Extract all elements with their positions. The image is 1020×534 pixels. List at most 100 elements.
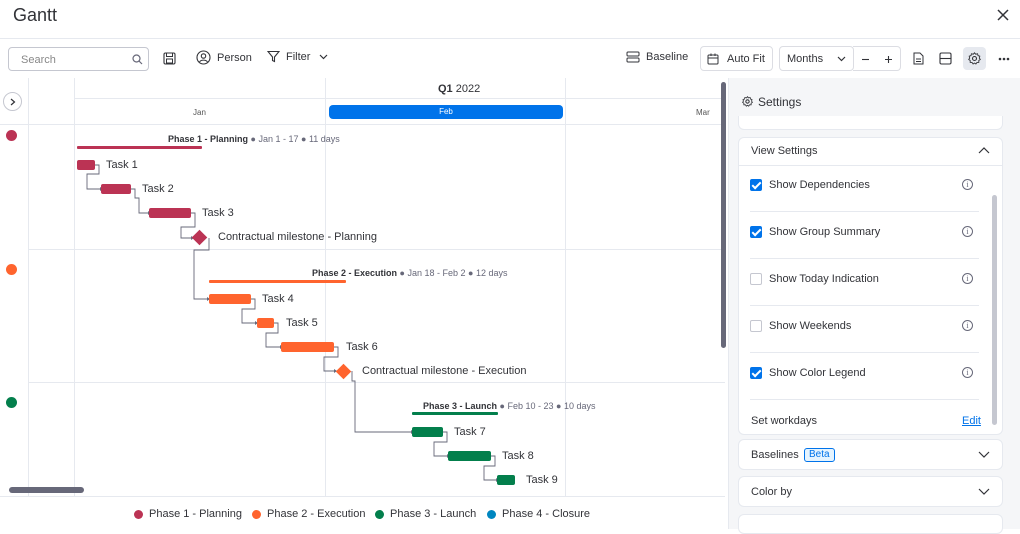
filter-icon bbox=[267, 50, 280, 63]
milestone-label: Contractual milestone - Execution bbox=[362, 365, 527, 377]
horizontal-scrollbar[interactable] bbox=[9, 487, 84, 493]
info-icon[interactable]: i bbox=[962, 226, 973, 237]
page-title: Gantt bbox=[13, 5, 58, 25]
close-icon[interactable] bbox=[996, 8, 1010, 22]
checkbox[interactable] bbox=[750, 226, 762, 238]
search-input[interactable] bbox=[19, 52, 129, 68]
quarter-label: Q1 bbox=[438, 83, 453, 95]
option-divider bbox=[750, 258, 979, 259]
settings-title: Settings bbox=[758, 95, 802, 109]
info-icon[interactable]: i bbox=[962, 367, 973, 378]
edit-workdays-link[interactable]: Edit bbox=[962, 415, 981, 427]
option-label: Show Weekends bbox=[769, 320, 852, 332]
group-summary-bar[interactable] bbox=[77, 146, 202, 149]
task-bar[interactable] bbox=[281, 342, 334, 352]
info-icon[interactable]: i bbox=[962, 179, 973, 190]
legend-label: Phase 1 - Planning bbox=[149, 508, 242, 520]
group-dates: Jan 18 - Feb 2 bbox=[407, 268, 466, 278]
option-show-group-summary[interactable]: Show Group Summary bbox=[750, 226, 880, 238]
option-show-today-indication[interactable]: Show Today Indication bbox=[750, 273, 879, 285]
option-label: Show Dependencies bbox=[769, 179, 870, 191]
settings-button[interactable] bbox=[963, 47, 986, 70]
filter-button[interactable]: Filter bbox=[267, 50, 328, 63]
legend-label: Phase 4 - Closure bbox=[502, 508, 591, 520]
checkbox[interactable] bbox=[750, 320, 762, 332]
group-color-dot[interactable] bbox=[6, 397, 17, 408]
month-gridline bbox=[74, 78, 75, 496]
group-color-dot[interactable] bbox=[6, 130, 17, 141]
collapsed-section-card bbox=[738, 116, 1003, 130]
task-bar[interactable] bbox=[497, 475, 515, 485]
more-icon[interactable] bbox=[998, 57, 1010, 61]
chevron-down-icon[interactable] bbox=[978, 451, 990, 458]
task-bar[interactable] bbox=[448, 451, 491, 461]
legend-item: Phase 1 - Planning bbox=[134, 508, 242, 520]
calendar-icon bbox=[707, 53, 719, 64]
option-label: Show Color Legend bbox=[769, 367, 866, 379]
checkbox[interactable] bbox=[750, 367, 762, 379]
group-summary-bar[interactable] bbox=[209, 280, 346, 283]
zoom-in-icon[interactable] bbox=[884, 55, 893, 64]
group-name: Phase 2 - Execution bbox=[312, 268, 398, 278]
export-icon[interactable] bbox=[913, 52, 924, 65]
zoom-select[interactable]: Months bbox=[779, 46, 854, 71]
info-icon[interactable]: i bbox=[962, 320, 973, 331]
baseline-icon bbox=[626, 51, 640, 63]
vertical-scrollbar[interactable] bbox=[721, 82, 726, 348]
layout-icon[interactable] bbox=[939, 52, 952, 65]
legend-dot bbox=[375, 509, 384, 519]
color-by-section[interactable] bbox=[738, 476, 1003, 507]
chevron-down-icon bbox=[320, 54, 328, 59]
task-bar[interactable] bbox=[77, 160, 95, 170]
group-dates: Jan 1 - 17 bbox=[258, 134, 299, 144]
task-bar[interactable] bbox=[257, 318, 274, 328]
chevron-right-icon bbox=[10, 98, 16, 106]
task-bar[interactable] bbox=[209, 294, 251, 304]
panel-scrollbar[interactable] bbox=[992, 195, 997, 425]
info-icon[interactable]: i bbox=[962, 273, 973, 284]
option-divider bbox=[750, 211, 979, 212]
baselines-label: Baselines bbox=[751, 449, 799, 461]
baselines-section[interactable] bbox=[738, 439, 1003, 470]
section-divider bbox=[739, 165, 1002, 166]
beta-badge: Beta bbox=[804, 448, 835, 462]
set-workdays-label: Set workdays bbox=[751, 415, 818, 427]
person-icon bbox=[196, 50, 211, 65]
month-label-jan[interactable]: Jan bbox=[193, 108, 206, 117]
option-show-color-legend[interactable]: Show Color Legend bbox=[750, 367, 866, 379]
color-by-label: Color by bbox=[751, 486, 792, 498]
zoom-out-icon[interactable] bbox=[861, 55, 870, 64]
month-gridline bbox=[325, 78, 326, 496]
task-label: Task 7 bbox=[454, 426, 486, 438]
option-show-weekends[interactable]: Show Weekends bbox=[750, 320, 851, 332]
option-divider bbox=[750, 352, 979, 353]
auto-fit-button[interactable]: Auto Fit bbox=[700, 46, 773, 71]
legend-divider bbox=[0, 496, 725, 497]
chevron-down-icon[interactable] bbox=[978, 488, 990, 495]
group-color-dot[interactable] bbox=[6, 264, 17, 275]
task-bar[interactable] bbox=[149, 208, 191, 218]
legend-item: Phase 2 - Execution bbox=[252, 508, 365, 520]
task-bar[interactable] bbox=[101, 184, 131, 194]
search-field[interactable] bbox=[8, 47, 149, 71]
baseline-button[interactable]: Baseline bbox=[626, 51, 688, 63]
month-label-feb-selected[interactable]: Feb bbox=[329, 105, 563, 119]
group-summary-label: Phase 2 - Execution ● Jan 18 - Feb 2 ● 1… bbox=[312, 268, 508, 278]
task-bar[interactable] bbox=[412, 427, 443, 437]
search-icon[interactable] bbox=[132, 54, 143, 65]
group-summary-bar[interactable] bbox=[412, 412, 498, 415]
month-label-mar[interactable]: Mar bbox=[696, 108, 710, 117]
person-filter-button[interactable]: Person bbox=[196, 50, 252, 65]
checkbox[interactable] bbox=[750, 179, 762, 191]
view-settings-card bbox=[738, 137, 1003, 435]
option-show-dependencies[interactable]: Show Dependencies bbox=[750, 179, 870, 191]
chevron-up-icon[interactable] bbox=[978, 147, 990, 154]
gear-icon bbox=[742, 96, 753, 107]
group-duration: 11 days bbox=[308, 134, 340, 144]
legend-item: Phase 3 - Launch bbox=[375, 508, 476, 520]
save-icon[interactable] bbox=[163, 52, 176, 65]
expand-panel-button[interactable] bbox=[3, 92, 22, 111]
view-settings-label[interactable]: View Settings bbox=[751, 145, 818, 157]
collapsed-section-card bbox=[738, 514, 1003, 534]
checkbox[interactable] bbox=[750, 273, 762, 285]
